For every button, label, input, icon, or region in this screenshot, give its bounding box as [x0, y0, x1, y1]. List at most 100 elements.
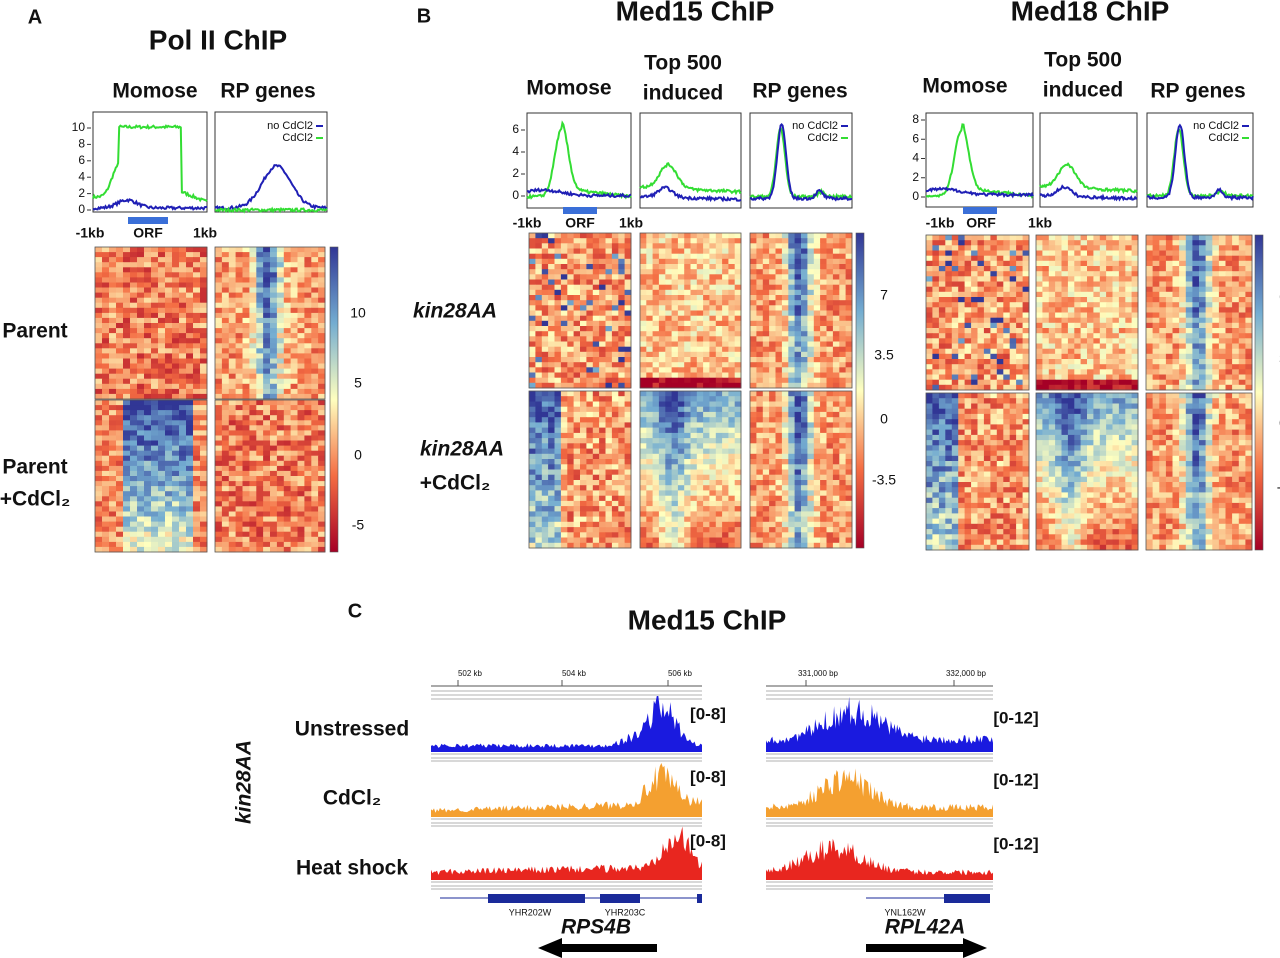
- heatmap-cell: [215, 317, 223, 324]
- heatmap-cell: [826, 274, 834, 280]
- heatmap-cell: [690, 233, 698, 239]
- heatmap-cell: [172, 267, 180, 273]
- heatmap-cell: [228, 465, 237, 472]
- heatmap-cell: [165, 272, 173, 278]
- heatmap-cell: [839, 279, 847, 286]
- heatmap-cell: [611, 362, 619, 368]
- heatmap-cell: [123, 521, 131, 528]
- heatmap-cell: [652, 310, 660, 317]
- heatmap-cell: [599, 542, 606, 549]
- heatmap-cell: [573, 516, 581, 523]
- heatmap-cell: [734, 284, 742, 291]
- heatmap-cell: [95, 415, 103, 421]
- heatmap-cell: [807, 264, 815, 270]
- heatmap-cell: [297, 348, 305, 354]
- heatmap-cell: [640, 243, 647, 249]
- heatmap-cell: [137, 546, 145, 553]
- heatmap-cell: [618, 382, 626, 389]
- heatmap-cell: [270, 476, 278, 482]
- heatmap-cell: [586, 527, 594, 533]
- heatmap-cell: [775, 362, 783, 368]
- heatmap-cell: [671, 401, 679, 408]
- heatmap-cell: [734, 362, 742, 368]
- heatmap-cell: [715, 537, 723, 544]
- heatmap-cell: [573, 411, 581, 418]
- heatmap-cell: [193, 292, 201, 299]
- heatmap-cell: [290, 410, 298, 416]
- heatmap-cell: [592, 516, 600, 523]
- heatmap-cell: [554, 401, 562, 408]
- heatmap-cell: [235, 486, 243, 492]
- heatmap-cell: [722, 331, 729, 337]
- heatmap-cell: [200, 541, 208, 548]
- heatmap-cell: [311, 460, 319, 467]
- heatmap-cell: [611, 372, 619, 379]
- heatmap-cell: [137, 292, 145, 299]
- heatmap-cell: [193, 405, 201, 411]
- heatmap-cell: [123, 267, 131, 273]
- heatmap-cell: [535, 258, 543, 265]
- heatmap-cell: [200, 272, 208, 278]
- heatmap-cell: [529, 432, 536, 439]
- heatmap-cell: [130, 338, 138, 344]
- heatmap-cell: [762, 253, 770, 260]
- heatmap-cell: [775, 310, 783, 317]
- heatmap-cell: [263, 516, 271, 522]
- heatmap-cell: [703, 295, 710, 301]
- heatmap-cell: [560, 279, 568, 286]
- heatmap-cell: [158, 358, 166, 364]
- heatmap-cell: [263, 267, 271, 273]
- heatmap-cell: [235, 358, 243, 364]
- heatmap-cell: [529, 346, 536, 353]
- heatmap-cell: [756, 331, 764, 337]
- heatmap-cell: [228, 531, 237, 538]
- heatmap-cell: [599, 411, 606, 418]
- heatmap-cell: [762, 511, 770, 517]
- heatmap-cell: [646, 480, 653, 486]
- heatmap-cell: [215, 252, 223, 258]
- heatmap-cell: [658, 427, 666, 434]
- heatmap-cell: [165, 393, 173, 400]
- heatmap-cell: [845, 341, 853, 348]
- heatmap-cell: [270, 516, 278, 522]
- heatmap-cell: [734, 264, 742, 270]
- heatmap-cell: [652, 391, 660, 397]
- heatmap-cell: [137, 257, 145, 263]
- heatmap-cell: [158, 476, 166, 482]
- heatmap-cell: [541, 269, 549, 275]
- heatmap-cell: [696, 320, 704, 327]
- heatmap-cell: [311, 541, 319, 548]
- heatmap-cell: [709, 459, 717, 465]
- heatmap-cell: [734, 315, 742, 322]
- heatmap-cell: [270, 272, 278, 278]
- heatmap-cell: [186, 496, 194, 502]
- heatmap-cell: [123, 328, 131, 334]
- heatmap-cell: [592, 258, 600, 265]
- heatmap-cell: [592, 295, 600, 301]
- heatmap-cell: [270, 328, 278, 334]
- heatmap-cell: [677, 248, 685, 255]
- heatmap-cell: [179, 282, 187, 288]
- heatmap-cell: [734, 331, 742, 337]
- heatmap-cell: [130, 257, 138, 263]
- heatmap-cell: [179, 317, 187, 324]
- heatmap-cell: [193, 460, 201, 467]
- heatmap-cell: [722, 448, 729, 455]
- heatmap-cell: [193, 307, 201, 314]
- heatmap-cell: [109, 420, 117, 426]
- heatmap-cell: [728, 295, 736, 301]
- heatmap-cell: [690, 485, 698, 491]
- heatmap-cell: [762, 367, 770, 373]
- heatmap-cell: [256, 460, 264, 467]
- heatmap-cell: [535, 527, 543, 533]
- heatmap-cell: [249, 516, 257, 522]
- heatmap-cell: [722, 377, 729, 384]
- heatmap-cell: [130, 496, 138, 502]
- heatmap-cell: [684, 331, 691, 337]
- heatmap-cell: [548, 326, 555, 332]
- heatmap-cell: [605, 490, 613, 496]
- heatmap-cell: [813, 310, 821, 317]
- heatmap-cell: [165, 358, 173, 364]
- heatmap-cell: [242, 415, 250, 421]
- heatmap-cell: [263, 373, 271, 380]
